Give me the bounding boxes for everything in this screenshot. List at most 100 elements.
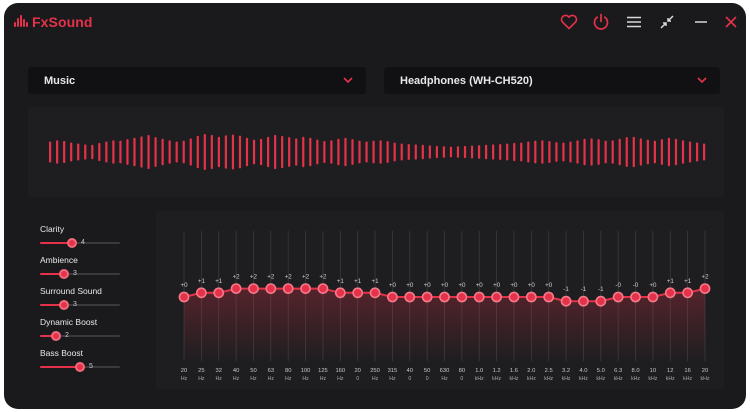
slider-knob[interactable] [75,362,85,372]
eq-band-knob[interactable] [491,291,502,303]
eq-band-knob[interactable] [682,287,694,299]
eq-band-knob[interactable] [595,295,607,307]
eq-band-knob[interactable] [317,283,329,294]
chevron-down-icon [697,77,707,84]
audio-waveform [49,133,706,171]
slider-track[interactable] [40,238,120,248]
close-icon[interactable] [720,11,742,33]
effect-label: Ambience [40,255,78,265]
eq-gain-label: -1 [598,286,604,293]
effect-slider[interactable]: Clarity 4 [40,224,150,250]
slider-fill [40,366,80,368]
waveform-bar [477,145,481,159]
slider-knob[interactable] [59,269,69,279]
effect-value: 2 [65,332,69,339]
heart-icon[interactable] [558,11,580,33]
eq-band-knob[interactable] [369,287,381,299]
eq-band-knob[interactable] [352,287,364,299]
effect-label: Surround Sound [40,286,102,296]
eq-band-knob[interactable] [664,287,676,299]
waveform-bar [133,137,136,167]
eq-band-knob[interactable] [213,287,225,299]
waveform-bar [548,140,551,164]
waveform-bar [344,137,347,167]
slider-track[interactable] [40,331,120,341]
eq-freq-label: 80 [285,368,291,374]
eq-band-knob[interactable] [647,291,659,303]
effect-slider[interactable]: Surround Sound 3 [40,286,150,312]
waveform-bar [470,145,474,159]
eq-unit-label: kHz [683,376,692,382]
waveform-bar [562,142,565,162]
preset-select[interactable]: Music [28,67,366,94]
eq-band-knob[interactable] [439,291,450,303]
eq-band-knob[interactable] [230,283,242,294]
eq-band-knob[interactable] [386,291,398,303]
slider-track[interactable] [40,269,120,279]
eq-band-knob[interactable] [525,291,537,303]
eq-band-knob[interactable] [265,283,277,294]
effect-label: Dynamic Boost [40,317,98,327]
eq-band-knob[interactable] [282,283,294,294]
eq-band-knob[interactable] [334,287,346,299]
minimize-icon[interactable] [690,11,712,33]
eq-unit-label: Hz [389,376,396,382]
eq-band-knob[interactable] [248,283,259,294]
waveform-bar [147,134,150,170]
slider-knob[interactable] [51,331,61,341]
eq-band-knob[interactable] [404,291,416,303]
slider-track[interactable] [40,300,120,310]
effect-value: 3 [73,301,77,308]
eq-gain-label: +0 [389,282,397,289]
eq-band-knob[interactable] [699,283,711,294]
minimize-view-icon[interactable] [656,11,678,33]
eq-gain-label: +1 [684,278,692,285]
eq-band-knob[interactable] [578,295,589,307]
waveform-bar [295,138,298,166]
eq-band-knob[interactable] [195,287,207,299]
waveform-bar [379,140,382,164]
output-device-select[interactable]: Headphones (WH-CH520) [384,67,720,94]
waveform-bar [667,137,671,167]
eq-band-knob[interactable] [543,291,555,303]
eq-freq-label: 2.0 [527,368,535,374]
eq-band-knob[interactable] [630,291,641,303]
waveform-bar [646,139,649,165]
eq-band-knob[interactable] [300,283,311,294]
eq-gain-label: +1 [215,278,223,285]
eq-gain-label: +0 [458,282,466,289]
effect-slider[interactable]: Bass Boost 5 [40,348,150,374]
slider-knob[interactable] [67,238,77,248]
output-device-value: Headphones (WH-CH520) [400,74,533,87]
waveform-bar [386,140,389,164]
eq-freq-label: 315 [388,368,398,374]
eq-freq-label: 2.5 [545,368,553,374]
eq-gain-label: +0 [493,282,501,289]
waveform-bar [513,142,516,162]
menu-icon[interactable] [623,11,645,33]
eq-band-knob[interactable] [560,295,572,307]
waveform-bar [414,144,417,160]
effect-slider[interactable]: Dynamic Boost 2 [40,317,150,343]
eq-unit-label: kHz [648,376,657,382]
waveform-bar [407,144,410,160]
eq-band-knob[interactable] [421,291,433,303]
effect-slider[interactable]: Ambience 3 [40,255,150,281]
eq-band-knob[interactable] [508,291,520,303]
eq-band-knob[interactable] [178,291,190,303]
slider-knob[interactable] [59,300,69,310]
eq-band-knob[interactable] [473,291,485,303]
waveform-bar [252,139,256,165]
eq-band-knob[interactable] [612,291,624,303]
eq-band-knob[interactable] [456,291,468,303]
eq-freq-label: 80 [459,368,465,374]
waveform-bar [84,144,87,160]
slider-track[interactable] [40,362,120,372]
eq-gain-label: +0 [528,282,536,289]
waveform-bar [77,143,80,161]
waveform-bar [520,142,523,162]
power-icon[interactable] [590,11,612,33]
waveform-bar [245,137,249,167]
app-window: FxSound Music Headphones (WH-CH520) Clar… [4,3,746,409]
eq-freq-label: 250 [370,368,380,374]
